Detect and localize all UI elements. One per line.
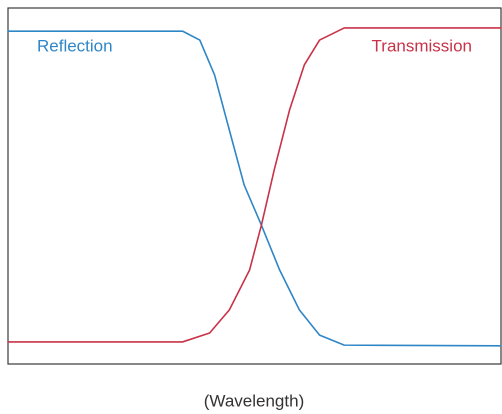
x-axis-label: (Wavelength) (204, 391, 304, 410)
plot-frame (7, 7, 502, 365)
series-line (7, 27, 502, 343)
series-label: Transmission (372, 36, 472, 55)
series-line (7, 30, 502, 347)
series-label: Reflection (37, 36, 113, 55)
